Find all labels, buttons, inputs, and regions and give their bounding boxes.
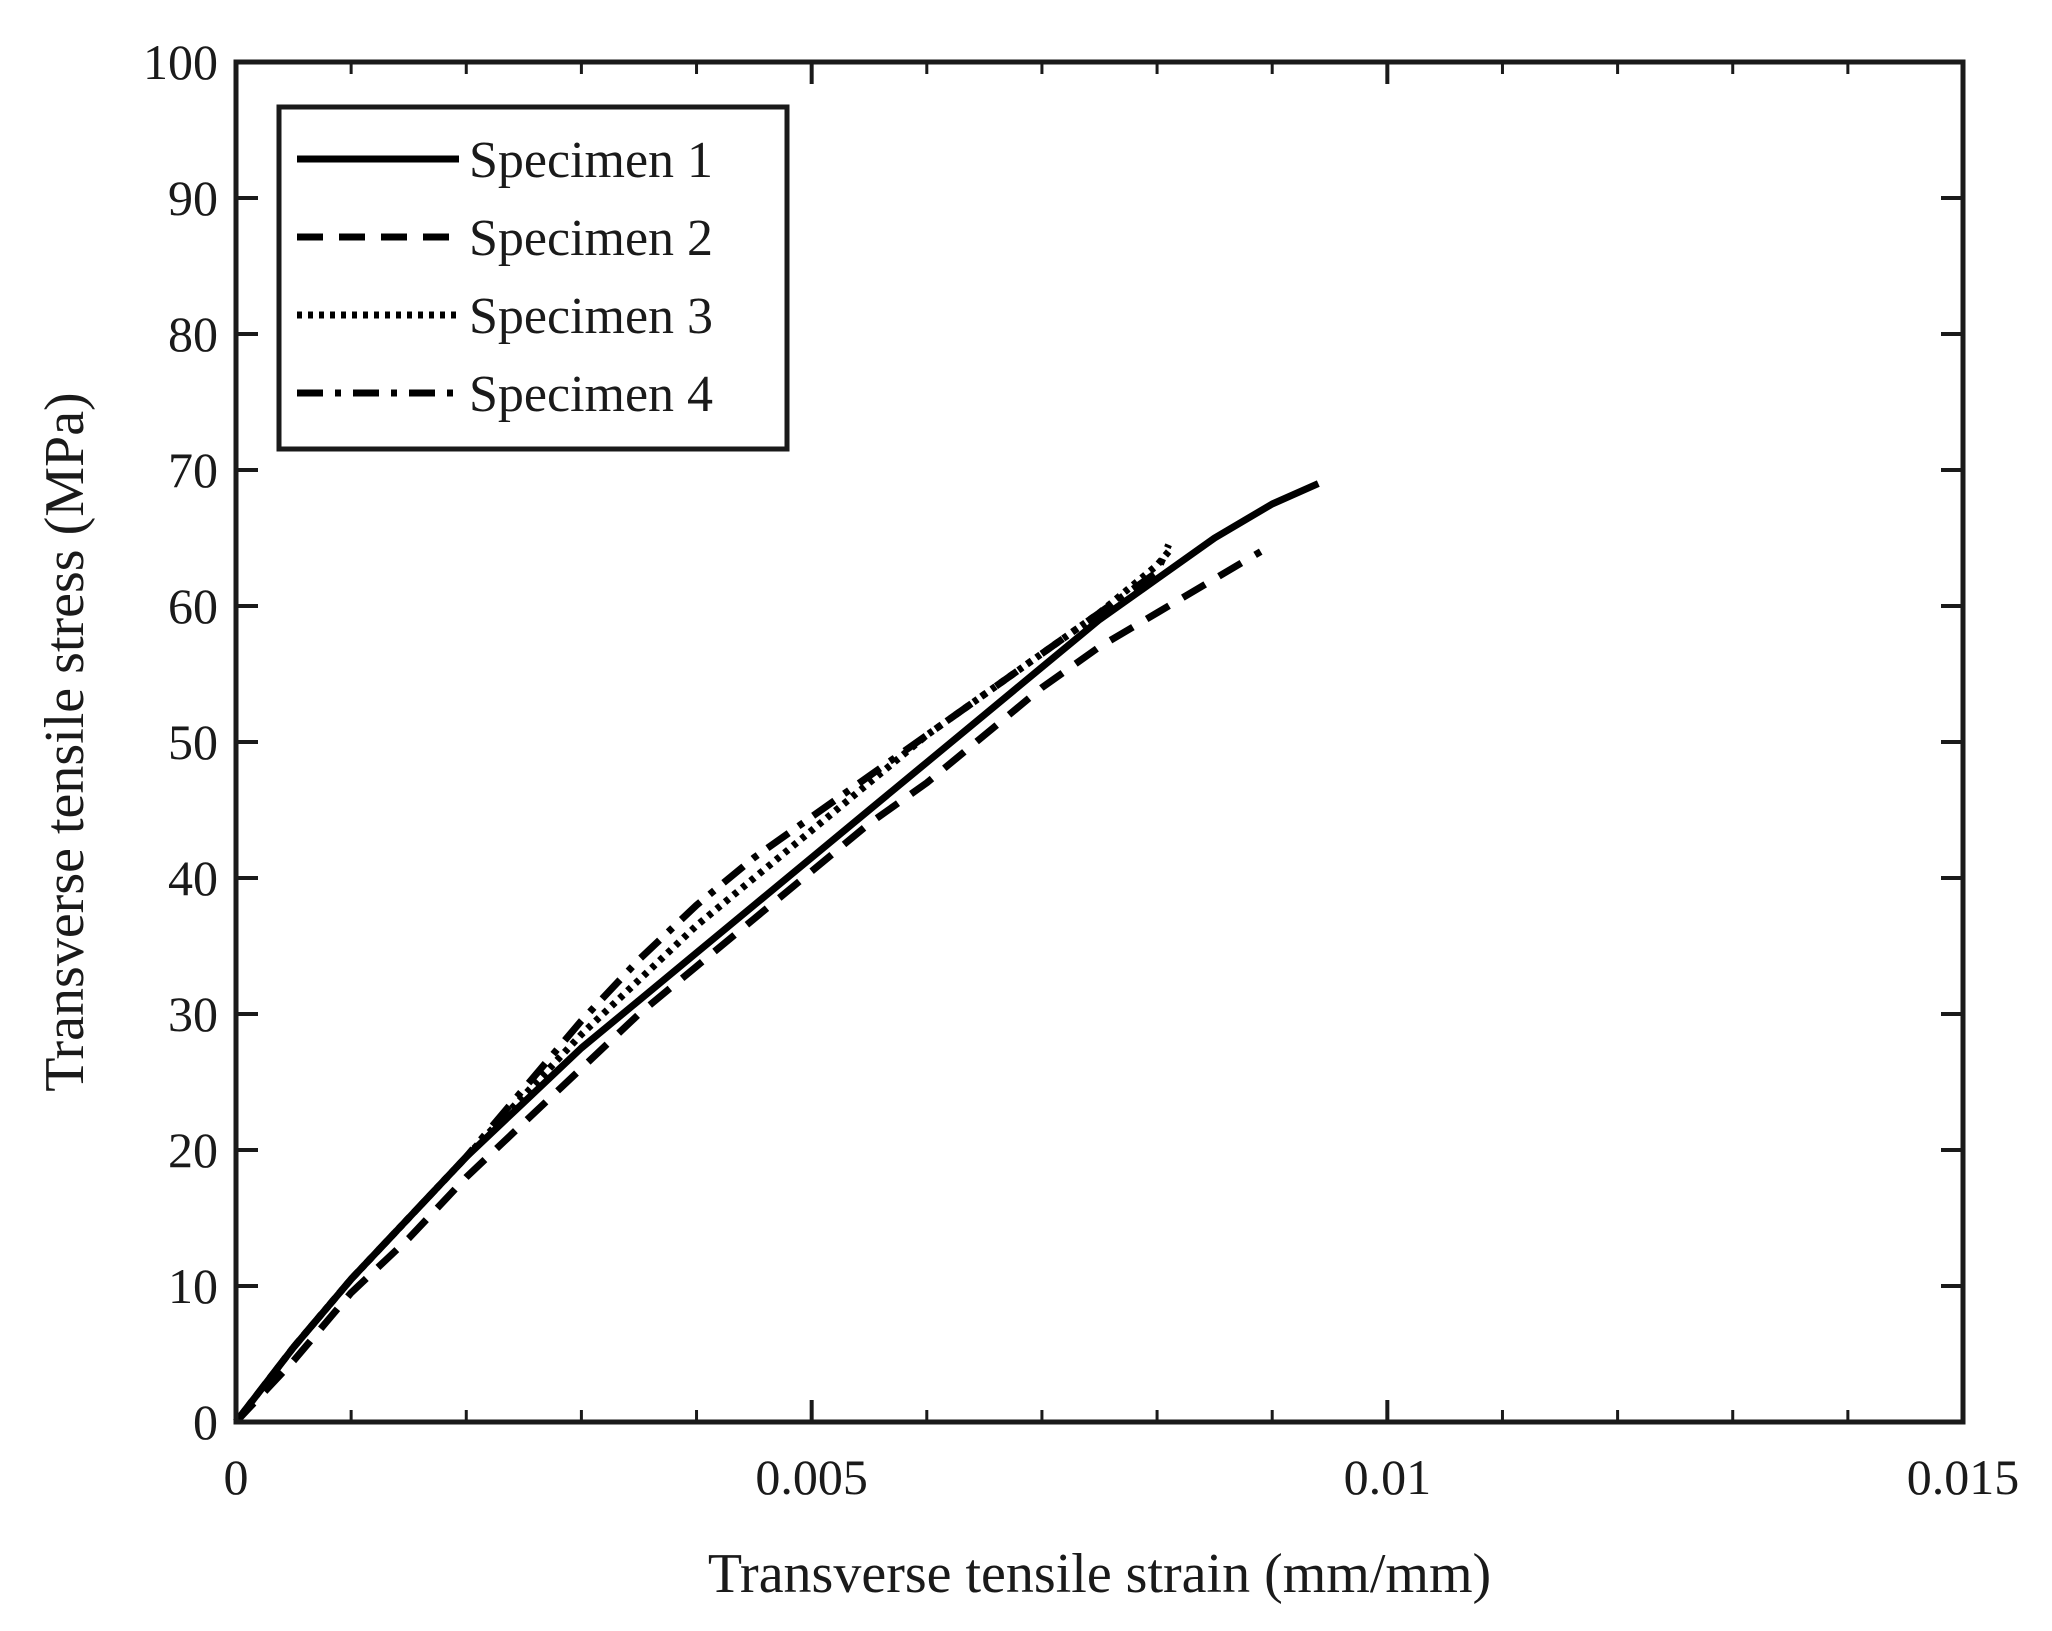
legend-label-specimen-4: Specimen 4: [469, 366, 713, 423]
y-tick-label: 90: [168, 170, 218, 226]
x-tick-label: 0.01: [1344, 1449, 1432, 1505]
series-line-specimen-3: [233, 549, 1172, 1425]
x-axis-title: Transverse tensile strain (mm/mm): [708, 1543, 1491, 1605]
plot-area-frame: [233, 59, 1966, 1425]
y-tick-label: 100: [143, 34, 218, 90]
y-axis-title: Transverse tensile stress (MPa): [34, 392, 96, 1091]
y-tick-labels: 0 10 20 30 40 50 60 70 80 90 100: [143, 34, 218, 1450]
y-tick-label: 0: [193, 1394, 218, 1450]
y-tick-label: 80: [168, 306, 218, 362]
x-tick-label: 0: [224, 1449, 249, 1505]
x-tick-label: 0.015: [1907, 1449, 2020, 1505]
y-tick-label: 20: [168, 1122, 218, 1178]
legend-label-specimen-2: Specimen 2: [469, 210, 713, 267]
x-tick-label: 0.005: [755, 1449, 868, 1505]
y-tick-label: 30: [168, 986, 218, 1042]
y-tick-label: 60: [168, 578, 218, 634]
legend: Specimen 1 Specimen 2 Specimen 3 Specimen 4: [276, 104, 790, 452]
x-tick-labels: 0 0.005 0.01 0.015: [224, 1449, 2020, 1505]
series-lines: [233, 480, 1320, 1425]
series-line-specimen-2: [233, 548, 1263, 1425]
series-line-specimen-4: [233, 543, 1172, 1425]
y-tick-label: 70: [168, 442, 218, 498]
legend-label-specimen-3: Specimen 3: [469, 288, 713, 345]
y-tick-label: 40: [168, 850, 218, 906]
y-tick-label: 10: [168, 1258, 218, 1314]
y-tick-label: 50: [168, 714, 218, 770]
legend-label-specimen-1: Specimen 1: [469, 132, 713, 189]
